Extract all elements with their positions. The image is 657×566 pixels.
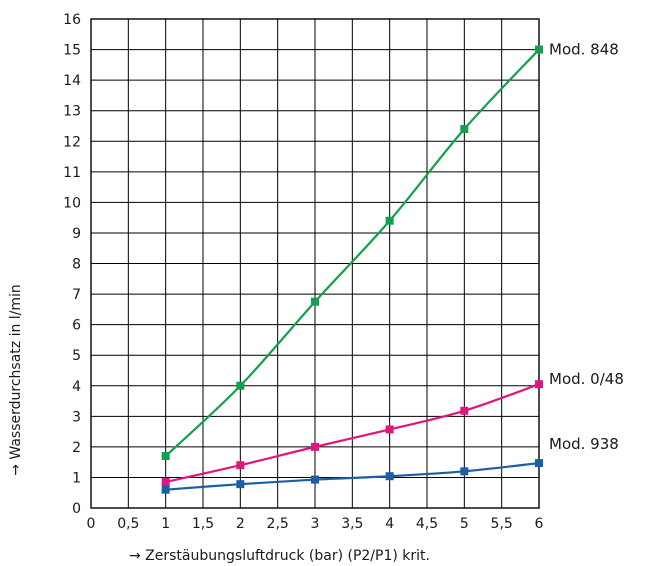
y-tick-label: 3	[72, 409, 81, 425]
series-line	[165, 461, 540, 491]
data-point	[236, 381, 245, 390]
y-tick-label: 1	[72, 470, 81, 486]
x-tick-label: 5	[460, 516, 469, 532]
x-tick-label: 0	[87, 516, 96, 532]
data-point	[385, 472, 394, 481]
data-point	[311, 297, 319, 306]
x-tick-label: 4,5	[416, 516, 438, 532]
data-point	[311, 442, 319, 451]
y-tick-label: 16	[63, 12, 81, 28]
x-tick-label: 2,5	[267, 516, 289, 532]
x-tick-label: 5,5	[491, 516, 513, 532]
y-tick-label: 15	[63, 43, 81, 59]
series-label: Mod. 938	[549, 435, 619, 453]
data-point	[460, 125, 469, 134]
data-point	[535, 459, 543, 468]
series-label: Mod. 0/48	[549, 370, 624, 388]
x-tick-labels: 0 0,5 1 1,5 2 2,5 3 3,5 4 4,5 5 5,5 6	[87, 516, 544, 532]
y-tick-label: 9	[72, 226, 81, 242]
series-label: Mod. 848	[549, 41, 619, 59]
y-tick-label: 13	[63, 104, 81, 120]
y-tick-label: 5	[72, 348, 81, 364]
x-tick-label: 6	[535, 516, 544, 532]
y-tick-label: 12	[63, 134, 81, 150]
x-tick-label: 1,5	[192, 516, 214, 532]
data-point	[385, 425, 394, 434]
plot-border	[90, 18, 540, 509]
y-tick-label: 0	[72, 501, 81, 517]
data-point	[535, 380, 543, 389]
x-tick-label: 2	[236, 516, 245, 532]
grid	[90, 18, 540, 509]
y-tick-label: 4	[72, 379, 81, 395]
x-tick-label: 3,5	[341, 516, 363, 532]
data-point	[161, 485, 170, 494]
series-line	[165, 383, 540, 484]
data-point	[236, 461, 245, 470]
data-point	[460, 467, 469, 476]
data-point	[161, 452, 170, 461]
data-point	[460, 406, 469, 415]
x-tick-label: 3	[311, 516, 320, 532]
y-tick-label: 6	[72, 318, 81, 334]
y-tick-label: 8	[72, 257, 81, 273]
x-tick-label: 0,5	[117, 516, 139, 532]
y-tick-label: 2	[72, 440, 81, 456]
y-tick-label: 7	[72, 287, 81, 303]
x-tick-label: 4	[385, 516, 394, 532]
data-point	[161, 478, 170, 487]
x-tick-label: 1	[161, 516, 170, 532]
data-point	[535, 45, 543, 54]
y-axis-label: → Wasserdurchsatz in l/min	[8, 284, 24, 476]
series-line	[164, 48, 540, 457]
x-axis-label: → Zerstäubungsluftdruck (bar) (P2/P1) kr…	[129, 548, 430, 564]
series-labels: Mod. 848 Mod. 0/48 Mod. 938	[549, 41, 624, 454]
y-tick-label: 14	[63, 73, 81, 89]
data-point	[236, 480, 245, 489]
y-tick-label: 10	[63, 195, 81, 211]
y-tick-label: 11	[63, 165, 81, 181]
series-layer	[161, 45, 543, 494]
data-point	[311, 475, 319, 484]
data-point	[385, 216, 394, 225]
